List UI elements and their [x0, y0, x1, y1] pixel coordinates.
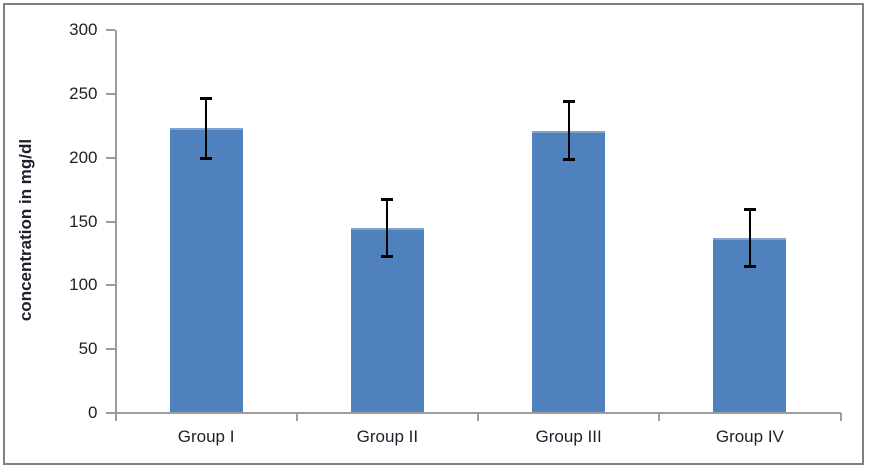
y-tick — [105, 92, 115, 95]
x-tick — [295, 413, 298, 421]
error-bar — [567, 101, 570, 161]
x-category-label: Group II — [356, 427, 419, 446]
y-tick-label: 250 — [69, 83, 98, 103]
x-category-label: Group IV — [715, 427, 784, 446]
error-bar — [386, 198, 389, 258]
error-bar-cap-top — [200, 96, 213, 100]
bar — [169, 128, 243, 412]
error-bar — [748, 208, 751, 268]
y-axis-line — [114, 30, 117, 414]
error-bar-cap-bottom — [562, 158, 575, 162]
y-axis-title: concentration in mg/dl — [16, 138, 35, 322]
y-tick — [105, 156, 115, 159]
error-bar-cap-top — [743, 207, 756, 211]
y-tick-label: 100 — [69, 275, 98, 295]
y-tick-label: 300 — [69, 20, 98, 39]
error-bar-cap-bottom — [743, 265, 756, 269]
y-tick — [105, 29, 115, 31]
error-bar-cap-bottom — [381, 255, 394, 259]
y-tick — [105, 220, 115, 223]
x-axis-line — [105, 412, 841, 414]
y-tick-label: 0 — [88, 403, 98, 422]
error-bar-cap-top — [562, 100, 575, 104]
y-tick — [105, 284, 115, 287]
y-tick — [105, 348, 115, 351]
x-tick — [839, 413, 842, 421]
error-bar-cap-top — [381, 197, 394, 201]
y-tick-label: 200 — [69, 147, 98, 167]
y-tick-label: 50 — [78, 339, 98, 359]
x-category-label: Group III — [535, 427, 602, 446]
x-tick — [114, 413, 117, 421]
x-category-label: Group I — [177, 427, 235, 446]
error-bar-cap-bottom — [200, 156, 213, 160]
x-tick — [477, 413, 479, 421]
error-bar — [205, 97, 208, 159]
x-tick — [658, 413, 661, 421]
y-tick-label: 150 — [69, 211, 98, 231]
bar — [532, 130, 606, 412]
bar — [350, 227, 424, 412]
